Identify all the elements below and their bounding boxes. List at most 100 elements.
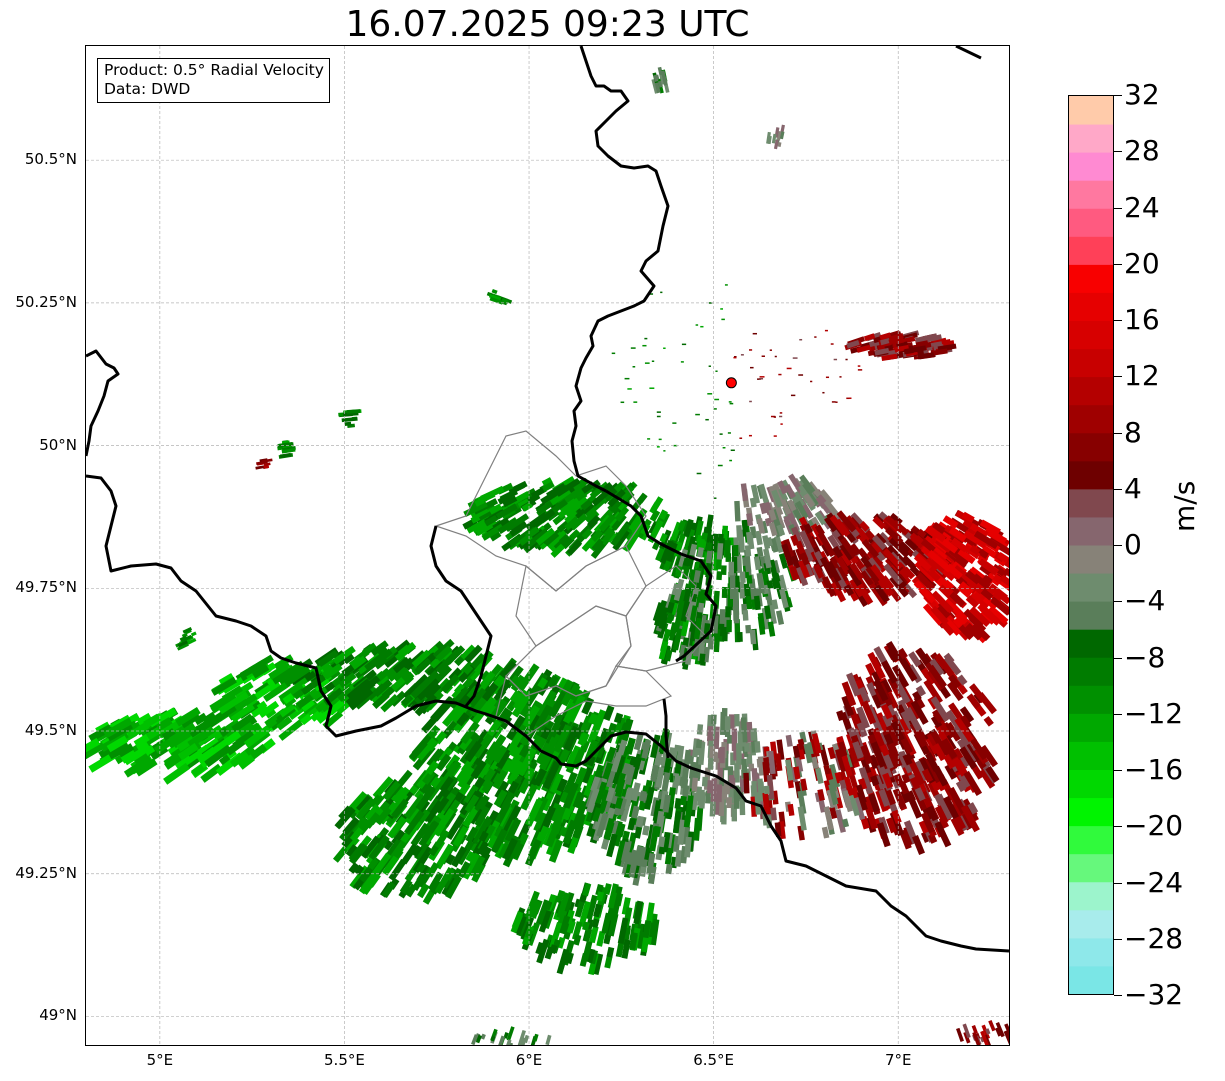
velocity-echo bbox=[757, 378, 761, 380]
velocity-echo bbox=[652, 602, 664, 622]
colorbar-swatch bbox=[1069, 601, 1113, 630]
velocity-echo bbox=[345, 836, 360, 853]
velocity-echo bbox=[382, 780, 401, 801]
colorbar-tick-label: −4 bbox=[1124, 584, 1166, 618]
velocity-echo bbox=[644, 337, 648, 340]
velocity-echo bbox=[858, 686, 871, 704]
subdivision-outline bbox=[515, 545, 647, 647]
velocity-echo bbox=[674, 798, 682, 809]
velocity-echo bbox=[106, 735, 129, 753]
velocity-echo bbox=[739, 437, 743, 439]
velocity-echo bbox=[520, 1037, 527, 1045]
colorbar-swatch bbox=[1069, 797, 1113, 827]
border-line bbox=[86, 474, 1009, 953]
colorbar-swatch bbox=[1069, 460, 1113, 490]
velocity-echo bbox=[860, 565, 873, 580]
velocity-echo bbox=[870, 542, 882, 554]
velocity-echo bbox=[435, 753, 452, 772]
velocity-echo bbox=[798, 374, 804, 376]
velocity-echo bbox=[599, 482, 614, 495]
velocity-echo bbox=[317, 649, 339, 668]
velocity-echo bbox=[311, 686, 328, 701]
colorbar-tick bbox=[1114, 657, 1122, 659]
velocity-echo bbox=[841, 695, 855, 717]
velocity-echo bbox=[656, 415, 661, 418]
velocity-echo bbox=[793, 766, 801, 780]
velocity-echo bbox=[561, 535, 575, 550]
velocity-echo bbox=[870, 775, 880, 787]
velocity-echo bbox=[469, 855, 486, 878]
data-source-label: Data: DWD bbox=[104, 80, 191, 98]
velocity-echo bbox=[982, 574, 993, 585]
velocity-echo bbox=[660, 291, 663, 294]
velocity-echo bbox=[638, 790, 647, 802]
velocity-echo bbox=[589, 925, 599, 944]
velocity-echo bbox=[488, 293, 502, 302]
velocity-echo bbox=[710, 714, 717, 725]
velocity-echo bbox=[222, 674, 248, 694]
velocity-echo bbox=[873, 679, 889, 702]
velocity-echo bbox=[341, 417, 358, 423]
velocity-echo bbox=[978, 558, 999, 576]
velocity-echo bbox=[648, 293, 654, 295]
velocity-echo bbox=[538, 906, 553, 933]
velocity-echo bbox=[891, 809, 902, 824]
velocity-echo bbox=[736, 525, 743, 541]
velocity-echo bbox=[770, 415, 776, 418]
velocity-echo bbox=[564, 516, 580, 531]
velocity-echo bbox=[556, 778, 568, 793]
velocity-echo bbox=[754, 792, 762, 815]
velocity-echo bbox=[468, 746, 489, 772]
velocity-echo bbox=[676, 745, 685, 762]
velocity-echo bbox=[785, 759, 794, 781]
velocity-echo bbox=[990, 597, 1009, 616]
velocity-echo bbox=[252, 664, 270, 679]
colorbar-swatch bbox=[1069, 825, 1113, 855]
colorbar-swatch bbox=[1069, 713, 1113, 742]
velocity-echo bbox=[517, 663, 540, 692]
velocity-echo bbox=[177, 743, 199, 761]
velocity-echo bbox=[728, 561, 735, 578]
velocity-echo bbox=[835, 566, 849, 583]
velocity-echo bbox=[687, 755, 695, 765]
lon-tick-label: 7°E bbox=[884, 1051, 912, 1069]
velocity-echo bbox=[954, 716, 975, 743]
velocity-echo bbox=[875, 774, 887, 790]
velocity-echo bbox=[175, 707, 201, 727]
colorbar-swatch bbox=[1069, 741, 1113, 770]
velocity-echo bbox=[338, 805, 353, 821]
lat-tick-label: 50.5°N bbox=[24, 150, 77, 169]
velocity-echo bbox=[709, 746, 716, 759]
velocity-echo bbox=[695, 324, 699, 326]
velocity-echo bbox=[827, 746, 836, 760]
velocity-echo bbox=[143, 713, 161, 729]
velocity-echo bbox=[792, 745, 801, 759]
velocity-echo bbox=[649, 509, 661, 522]
velocity-echo bbox=[834, 553, 851, 576]
velocity-echo bbox=[720, 308, 724, 310]
velocity-echo bbox=[985, 765, 1000, 783]
velocity-echo bbox=[86, 738, 101, 757]
velocity-echo bbox=[965, 570, 981, 585]
velocity-echo bbox=[553, 712, 564, 725]
velocity-echo bbox=[841, 818, 850, 828]
velocity-echo bbox=[656, 446, 660, 448]
velocity-echo bbox=[985, 1028, 991, 1035]
velocity-echo bbox=[883, 563, 904, 586]
velocity-echo bbox=[617, 917, 629, 944]
velocity-echo bbox=[740, 483, 749, 502]
colorbar-tick bbox=[1114, 826, 1122, 828]
velocity-echo bbox=[182, 627, 193, 634]
velocity-echo bbox=[548, 690, 568, 719]
velocity-echo bbox=[927, 781, 940, 798]
velocity-echo bbox=[231, 713, 254, 732]
velocity-echo bbox=[348, 842, 366, 863]
velocity-echo bbox=[738, 581, 746, 599]
velocity-echo bbox=[620, 841, 631, 862]
velocity-echo bbox=[776, 130, 782, 141]
border-line bbox=[570, 46, 670, 493]
velocity-echo bbox=[538, 745, 556, 771]
velocity-echo bbox=[654, 82, 661, 94]
velocity-echo bbox=[739, 799, 746, 816]
velocity-echo bbox=[746, 513, 754, 526]
